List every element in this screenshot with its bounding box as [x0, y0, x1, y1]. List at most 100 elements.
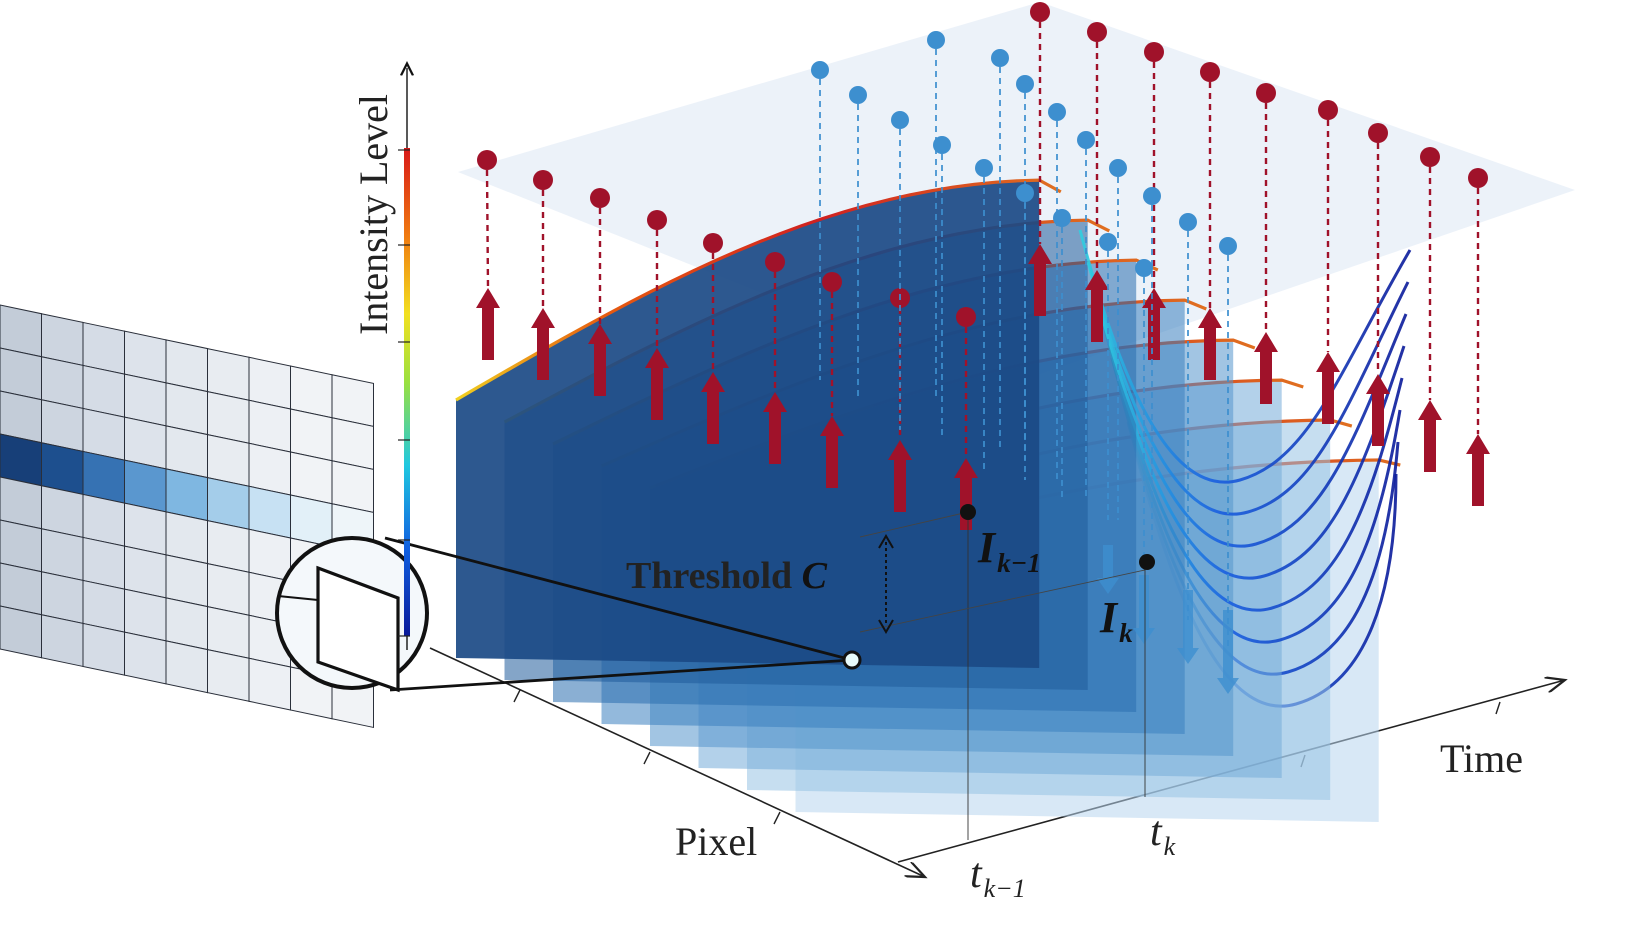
negative-event-arrow [1217, 610, 1239, 694]
pixel-axis-tick [773, 811, 781, 825]
slice-curve-blue [1094, 293, 1408, 548]
negative-event-arrow [1133, 575, 1155, 644]
intensity-axis-label: Intensity Level [351, 93, 396, 335]
positive-event-arrow [888, 440, 912, 512]
point-ik-1 [960, 504, 976, 520]
positive-event-marker [590, 188, 610, 208]
slice-curve-blue [1102, 325, 1406, 580]
negative-event-marker [1109, 159, 1127, 177]
positive-event-arrow [1254, 332, 1278, 404]
negative-event-marker [1016, 184, 1034, 202]
point-ik [1139, 554, 1155, 570]
pixel-axis-tick [643, 751, 651, 765]
zoom-lens [275, 536, 862, 693]
label-ik: Ik [1100, 592, 1133, 648]
negative-event-arrow [1097, 545, 1119, 594]
positive-event-marker [1468, 168, 1488, 188]
threshold-ref-bottom [859, 569, 1146, 633]
negative-event-marker [975, 159, 993, 177]
negative-event-marker [1016, 75, 1034, 93]
pixel-cell [0, 605, 42, 659]
negative-event-marker [1143, 187, 1161, 205]
negative-event-marker [811, 61, 829, 79]
positive-event-arrow [1366, 374, 1390, 446]
positive-event-arrow [1085, 270, 1109, 342]
pixel-axis-tick [513, 689, 521, 703]
negative-event-marker [1219, 237, 1237, 255]
negative-event-marker [991, 49, 1009, 67]
negative-event-arrow [1177, 590, 1199, 664]
slices [455, 178, 1412, 822]
positive-event-arrow [1316, 352, 1340, 424]
positive-event-arrow [701, 372, 725, 444]
threshold-label: Threshold C [626, 554, 827, 598]
tick-label-tk: tk [1150, 808, 1175, 861]
tick-label-tk-1: tk−1 [970, 850, 1026, 903]
time-axis-tick [1495, 701, 1501, 715]
label-ik-sub: k [1119, 618, 1133, 649]
positive-event-arrow [531, 308, 555, 380]
positive-event-marker [1200, 62, 1220, 82]
threshold-arrow [878, 534, 894, 634]
positive-event-marker [956, 307, 976, 327]
positive-event-arrow [1466, 434, 1490, 506]
pixel-cell [207, 648, 250, 702]
negative-event-marker [891, 111, 909, 129]
pixel-cell [248, 657, 291, 711]
slice-curve-blue [1086, 261, 1410, 516]
time-axis-label: Time [1440, 736, 1524, 781]
slice-curve-rising [455, 178, 1062, 402]
positive-event-marker [647, 210, 667, 230]
negative-event-marker [849, 86, 867, 104]
tick-tk-1-base: t [970, 851, 982, 897]
positive-event-marker [533, 170, 553, 190]
positive-event-arrow [820, 416, 844, 488]
events [476, 2, 1490, 694]
positive-event-arrow [1028, 244, 1052, 316]
positive-event-marker [1256, 83, 1276, 103]
intensity-colorbar [398, 68, 410, 650]
positive-event-marker [1420, 147, 1440, 167]
positive-event-marker [765, 252, 785, 272]
negative-event-marker [1099, 233, 1117, 251]
pixel-cell [124, 631, 167, 685]
negative-event-marker [1077, 131, 1095, 149]
negative-event-marker [927, 31, 945, 49]
negative-event-marker [1048, 103, 1066, 121]
positive-event-marker [822, 272, 842, 292]
tick-tk-base: t [1150, 809, 1162, 855]
positive-event-marker [1368, 123, 1388, 143]
positive-event-arrow [763, 392, 787, 464]
pixel-cell [165, 640, 208, 694]
label-ik-1: Ik−1 [978, 522, 1041, 578]
zoom-target-pixel [842, 650, 862, 670]
positive-event-arrow [645, 348, 669, 420]
label-ik-1-base: I [978, 523, 996, 572]
positive-event-arrow [1142, 288, 1166, 360]
positive-event-marker [477, 150, 497, 170]
tick-tk-1-sub: k−1 [983, 873, 1026, 903]
positive-event-marker [1030, 2, 1050, 22]
label-ik-1-sub: k−1 [997, 548, 1041, 579]
negative-event-marker [1053, 209, 1071, 227]
positive-event-arrow [476, 288, 500, 360]
pixel-cell [41, 614, 84, 668]
threshold-symbol: C [801, 555, 827, 597]
positive-event-marker [1318, 100, 1338, 120]
pixel-axis-label: Pixel [675, 819, 758, 864]
negative-event-marker [933, 136, 951, 154]
slice-curve-blue [1078, 229, 1412, 484]
positive-event-arrow [1418, 400, 1442, 472]
positive-event-stem [485, 169, 490, 289]
threshold-ref-top [859, 511, 969, 538]
positive-event-marker [1144, 42, 1164, 62]
positive-event-arrow [1198, 308, 1222, 380]
positive-event-marker [703, 233, 723, 253]
tick-tk-sub: k [1163, 831, 1176, 861]
positive-event-marker [1087, 22, 1107, 42]
negative-event-marker [1179, 213, 1197, 231]
threshold-text: Threshold [626, 555, 802, 597]
pixel-cell [82, 622, 125, 676]
